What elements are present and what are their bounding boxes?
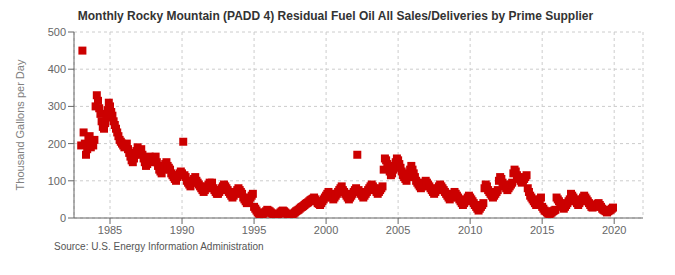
svg-text:Thousand Gallons per Day: Thousand Gallons per Day <box>14 59 26 190</box>
svg-text:400: 400 <box>48 63 66 75</box>
svg-text:2000: 2000 <box>314 224 338 236</box>
svg-text:0: 0 <box>60 212 66 224</box>
svg-text:500: 500 <box>48 26 66 38</box>
html-text:Source: U.S. Energy Informatio: Source: U.S. Energy Information Administ… <box>54 241 264 252</box>
svg-text:2020: 2020 <box>602 224 626 236</box>
svg-text:2005: 2005 <box>386 224 410 236</box>
svg-text:200: 200 <box>48 138 66 150</box>
html-text:Monthly Rocky Mountain (PADD 4: Monthly Rocky Mountain (PADD 4) Residual… <box>77 9 594 23</box>
svg-text:2015: 2015 <box>530 224 554 236</box>
svg-text:1985: 1985 <box>98 224 122 236</box>
svg-text:300: 300 <box>48 100 66 112</box>
svg-text:1990: 1990 <box>170 224 194 236</box>
svg-text:1995: 1995 <box>242 224 266 236</box>
svg-text:2010: 2010 <box>458 224 482 236</box>
svg-text:100: 100 <box>48 175 66 187</box>
